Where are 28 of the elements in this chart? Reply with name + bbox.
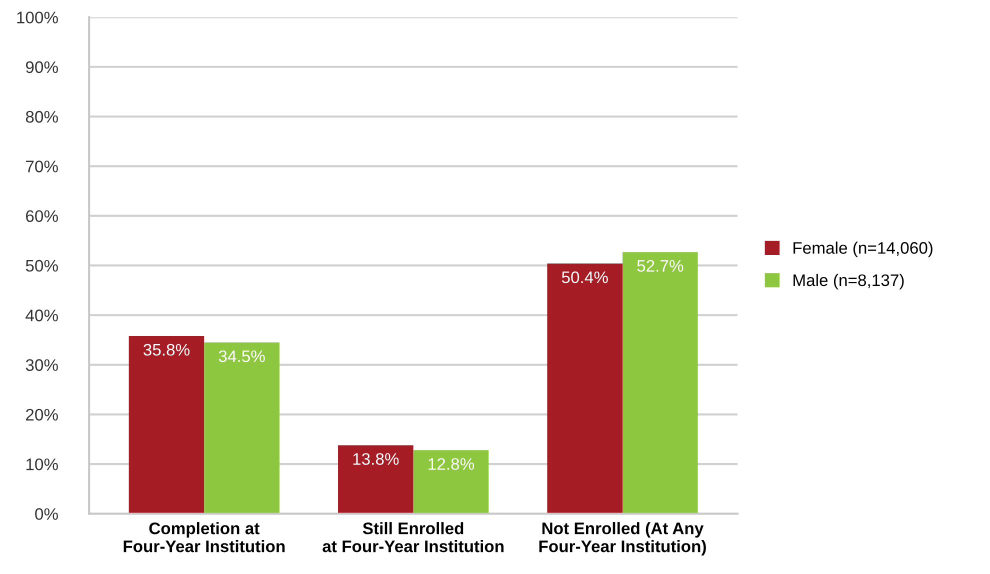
y-tick-label: 40% (26, 310, 58, 322)
legend-label: Male (n=8,137) (794, 274, 904, 290)
bar (128, 336, 204, 514)
bar (622, 252, 698, 514)
y-tick-label: 30% (26, 359, 58, 371)
x-tick-label: Not Enrolled (At Any Four-Year Institution) (539, 522, 706, 556)
data-label: 50.4% (562, 271, 608, 284)
data-label: 35.8% (144, 344, 190, 356)
data-label: 13.8% (353, 453, 399, 465)
y-tick-label: 0% (35, 508, 58, 520)
y-tick-label: 20% (26, 408, 58, 421)
y-tick-label: 10% (26, 458, 58, 470)
bar (413, 450, 489, 514)
x-tick-label: Still Enrolled at Four-Year Institution (322, 522, 504, 552)
y-tick-label: 80% (26, 110, 58, 123)
y-tick-label: 90% (26, 61, 58, 74)
x-tick-label: Completion at Four-Year Institution (124, 522, 285, 552)
legend-label: Female (n=14,060) (794, 242, 932, 258)
bar (338, 445, 414, 514)
y-tick-label: 70% (26, 160, 58, 172)
data-label: 52.7% (637, 260, 684, 272)
y-tick-label: 50% (26, 260, 58, 272)
bar (547, 263, 622, 514)
y-tick-label: 100% (17, 12, 58, 24)
data-label: 12.8% (428, 458, 474, 470)
y-tick-label: 60% (26, 210, 58, 222)
data-label: 34.5% (218, 350, 265, 362)
bar (204, 342, 280, 514)
